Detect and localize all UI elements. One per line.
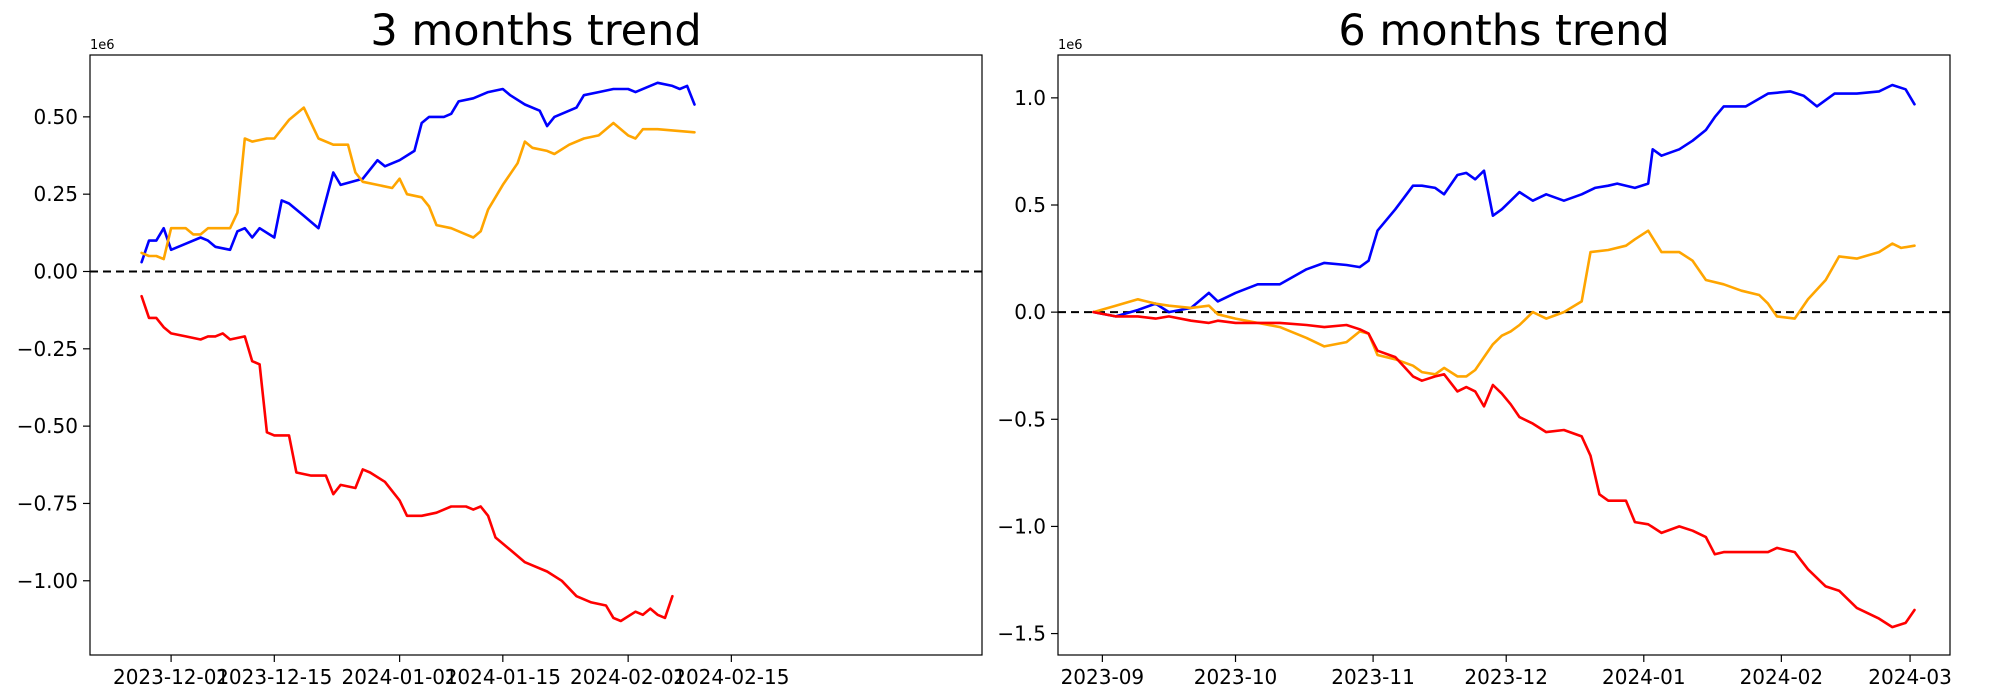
- y-tick-label: 0.25: [33, 182, 78, 206]
- y-tick-label: 0.00: [33, 259, 78, 283]
- series-line-orange: [1092, 229, 1916, 378]
- y-tick-label: −1.5: [997, 622, 1046, 646]
- x-tick-label: 2024-03: [1868, 665, 1952, 689]
- y-tick-label: 0.5: [1014, 193, 1046, 217]
- y-tick-label: −0.5: [997, 407, 1046, 431]
- y-offset-label: 1e6: [90, 38, 115, 53]
- chart-title: 6 months trend: [1338, 6, 1669, 56]
- series-line-red: [140, 294, 674, 623]
- y-tick-label: 0.50: [33, 105, 78, 129]
- x-tick-label: 2024-02-15: [673, 665, 789, 689]
- x-tick-label: 2023-11: [1331, 665, 1415, 689]
- x-tick-label: 2024-01: [1602, 665, 1686, 689]
- x-tick-label: 2023-12-15: [216, 665, 332, 689]
- x-tick-label: 2023-10: [1194, 665, 1278, 689]
- y-tick-label: 0.0: [1014, 300, 1046, 324]
- y-tick-label: −1.00: [17, 569, 78, 593]
- chart-3-months-trend: 3 months trend 1e6 0.50 0.25 0.00 −0.25 −0.50 −…: [17, 6, 983, 689]
- y-tick-label: 1.0: [1014, 86, 1046, 110]
- x-tick-label: 2023-09: [1061, 665, 1145, 689]
- y-tick-label: −1.0: [997, 514, 1046, 538]
- series-line-red: [1092, 310, 1916, 629]
- series-line-blue: [1092, 83, 1916, 318]
- plot-frame: [89, 54, 983, 656]
- series-line-orange: [140, 106, 696, 261]
- series-line-blue: [140, 81, 696, 264]
- x-tick-label: 2023-12-01: [113, 665, 229, 689]
- x-tick-label: 2024-02: [1740, 665, 1824, 689]
- y-tick-label: −0.50: [17, 414, 78, 438]
- chart-title: 3 months trend: [370, 6, 701, 56]
- y-tick-label: −0.25: [17, 337, 78, 361]
- y-tick-label: −0.75: [17, 491, 78, 515]
- x-tick-label: 2024-01-15: [445, 665, 561, 689]
- y-offset-label: 1e6: [1058, 38, 1083, 53]
- chart-6-months-trend: 6 months trend 1e6 1.0 0.5 0.0 −0.5 −1.0 −1.5 20…: [997, 6, 1951, 689]
- plot-frame: [1057, 54, 1951, 656]
- x-tick-label: 2023-12: [1464, 665, 1548, 689]
- x-tick-label: 2024-01-01: [342, 665, 458, 689]
- x-tick-label: 2024-02-01: [570, 665, 686, 689]
